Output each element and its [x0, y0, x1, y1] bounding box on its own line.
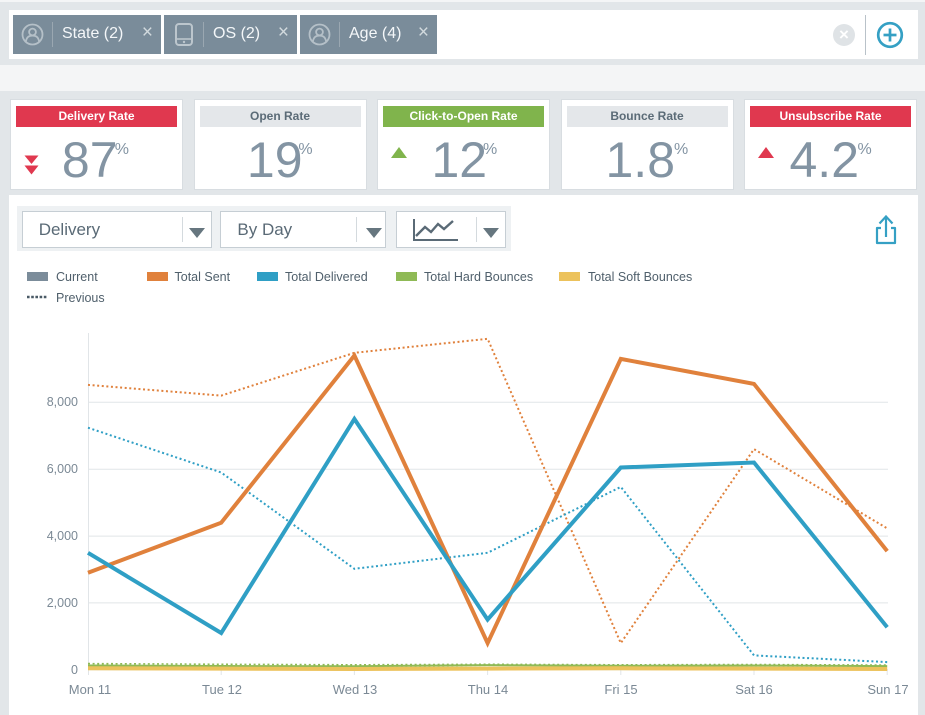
svg-text:2,000: 2,000	[47, 596, 78, 610]
svg-text:Tue 12: Tue 12	[202, 682, 242, 697]
svg-text:6,000: 6,000	[47, 462, 78, 476]
svg-text:Sun 17: Sun 17	[867, 682, 908, 697]
svg-text:Mon 11: Mon 11	[69, 682, 111, 697]
svg-text:0: 0	[71, 663, 78, 677]
svg-text:Sat 16: Sat 16	[735, 682, 773, 697]
svg-text:8,000: 8,000	[47, 395, 78, 409]
svg-text:Thu 14: Thu 14	[468, 682, 508, 697]
svg-text:4,000: 4,000	[47, 529, 78, 543]
svg-text:Fri 15: Fri 15	[604, 682, 637, 697]
svg-text:Wed 13: Wed 13	[333, 682, 378, 697]
